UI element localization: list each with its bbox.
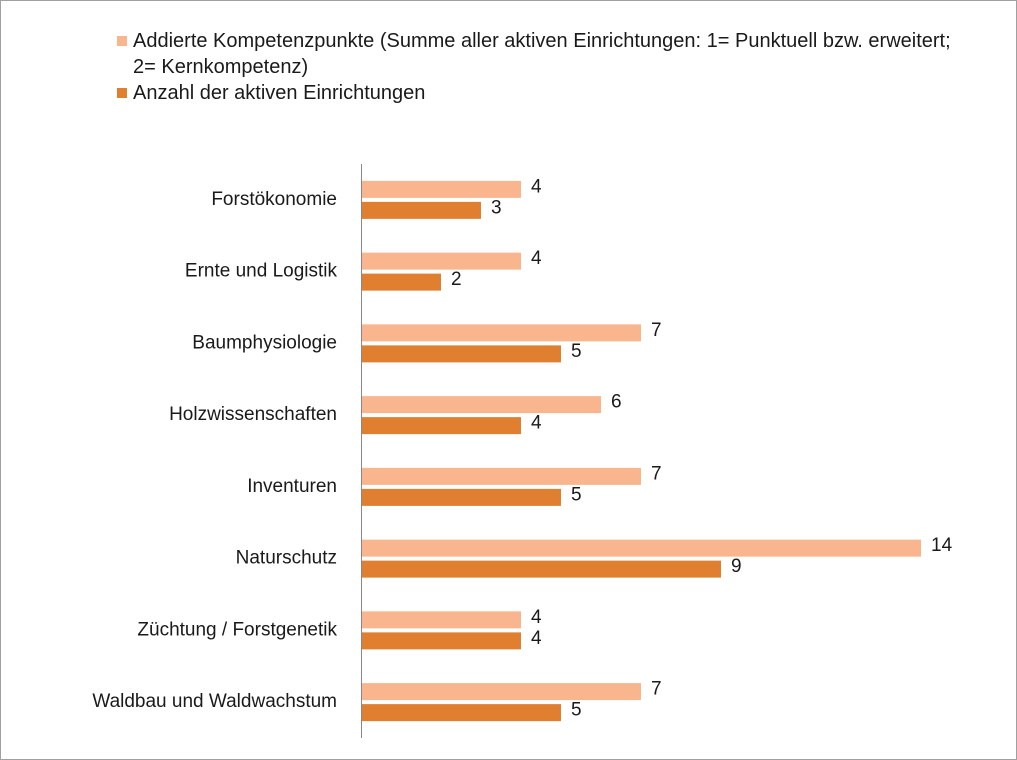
bar xyxy=(361,345,561,363)
legend-label: Addierte Kompetenzpunkte (Summe aller ak… xyxy=(133,30,951,78)
y-tick-label: Ernte und Logistik xyxy=(185,261,338,282)
data-label: 4 xyxy=(531,248,542,269)
data-label: 7 xyxy=(651,320,662,341)
bar xyxy=(361,539,921,557)
data-label: 6 xyxy=(611,392,622,413)
legend-swatch xyxy=(117,88,127,98)
y-tick-label: Forstökonomie xyxy=(211,189,337,210)
legend-item: Addierte Kompetenzpunkte (Summe aller ak… xyxy=(117,28,967,80)
bar xyxy=(361,560,721,578)
data-label: 14 xyxy=(931,535,953,556)
y-tick-label: Inventuren xyxy=(247,476,337,497)
data-label: 5 xyxy=(571,484,582,505)
bar xyxy=(361,252,521,270)
bar xyxy=(361,467,641,485)
data-label: 5 xyxy=(571,341,582,362)
bar xyxy=(361,632,521,650)
data-label: 4 xyxy=(531,607,542,628)
bar xyxy=(361,417,521,435)
data-label: 4 xyxy=(531,628,542,649)
bar xyxy=(361,273,441,291)
bar xyxy=(361,683,641,701)
legend-label: Anzahl der aktiven Einrichtungen xyxy=(133,82,426,104)
data-label: 4 xyxy=(531,413,542,434)
data-label: 3 xyxy=(491,197,502,218)
y-tick-label: Holzwissenschaften xyxy=(169,404,337,425)
y-tick-label: Baumphysiologie xyxy=(192,332,337,353)
data-label: 7 xyxy=(651,679,662,700)
data-label: 4 xyxy=(531,176,542,197)
legend-swatch xyxy=(117,36,127,46)
legend-item: Anzahl der aktiven Einrichtungen xyxy=(117,80,425,106)
data-label: 7 xyxy=(651,463,662,484)
bar xyxy=(361,488,561,506)
y-tick-label: Naturschutz xyxy=(236,548,337,569)
y-tick-label: Waldbau und Waldwachstum xyxy=(92,691,337,712)
bar xyxy=(361,611,521,629)
data-label: 5 xyxy=(571,700,582,721)
data-label: 2 xyxy=(451,269,462,290)
y-tick-label: Züchtung / Forstgenetik xyxy=(137,619,337,640)
bar xyxy=(361,704,561,722)
bar xyxy=(361,201,481,219)
bar xyxy=(361,396,601,414)
bar xyxy=(361,180,521,198)
data-label: 9 xyxy=(731,556,742,577)
bar xyxy=(361,324,641,342)
